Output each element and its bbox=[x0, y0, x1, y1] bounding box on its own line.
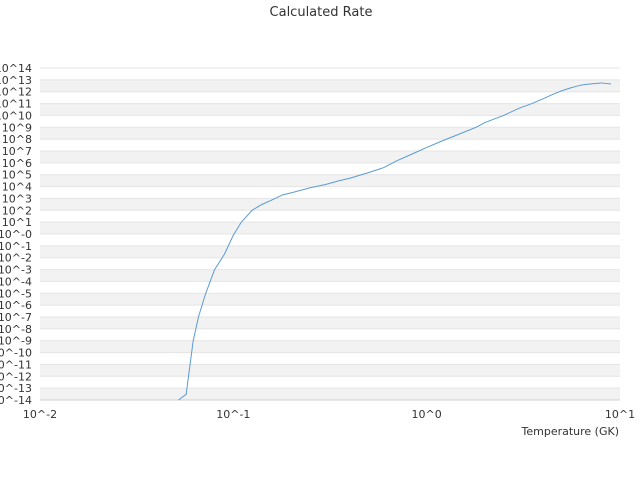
grid-band bbox=[40, 151, 620, 163]
y-tick-label: 10^-7 bbox=[0, 311, 32, 324]
grid-band bbox=[40, 364, 620, 377]
y-tick-label: 10^-11 bbox=[0, 358, 32, 371]
y-tick-label: 10^11 bbox=[0, 98, 32, 111]
grid-band bbox=[40, 103, 620, 116]
series-line bbox=[178, 82, 612, 401]
y-tick-label: 10^-14 bbox=[0, 394, 32, 407]
y-tick-label: 10^-0 bbox=[0, 228, 32, 241]
y-tick-label: 10^1 bbox=[2, 216, 32, 229]
y-tick-label: 10^-5 bbox=[0, 287, 32, 300]
y-tick-label: 10^3 bbox=[2, 192, 32, 205]
grid-band bbox=[40, 174, 620, 187]
grid-band bbox=[40, 293, 620, 306]
y-tick-label: 10^5 bbox=[2, 169, 32, 182]
x-tick-label: 10^1 bbox=[605, 408, 635, 421]
y-tick-label: 10^-1 bbox=[0, 240, 32, 253]
y-tick-label: 10^-6 bbox=[0, 299, 32, 312]
grid-band bbox=[40, 79, 620, 92]
y-tick-label: 10^-10 bbox=[0, 347, 32, 360]
x-tick-labels: 10^-2 10^-1 10^0 10^1 bbox=[23, 408, 635, 421]
grid-bands bbox=[40, 79, 620, 400]
y-tick-label: 10^2 bbox=[2, 204, 32, 217]
y-tick-label: 10^-12 bbox=[0, 370, 32, 383]
grid-band bbox=[40, 245, 620, 258]
x-axis-label: Temperature (GK) bbox=[521, 425, 620, 438]
y-tick-label: 10^6 bbox=[2, 157, 32, 170]
x-tick-label: 10^0 bbox=[412, 408, 442, 421]
grid-band bbox=[40, 222, 620, 234]
y-tick-label: 10^4 bbox=[2, 181, 32, 194]
grid-band bbox=[40, 388, 620, 400]
chart-title: Calculated Rate bbox=[270, 5, 373, 20]
grid-band bbox=[40, 269, 620, 282]
y-tick-label: 10^10 bbox=[0, 109, 32, 122]
y-tick-label: 10^-3 bbox=[0, 264, 32, 277]
grid-band bbox=[40, 317, 620, 329]
y-tick-label: 10^12 bbox=[0, 86, 32, 99]
y-tick-label: 10^-4 bbox=[0, 275, 32, 288]
y-tick-label: 10^8 bbox=[2, 133, 32, 146]
x-tick-label: 10^-2 bbox=[23, 408, 57, 421]
y-tick-label: 10^14 bbox=[0, 62, 32, 75]
y-tick-label: 10^13 bbox=[0, 74, 32, 87]
y-tick-label: 10^-9 bbox=[0, 335, 32, 348]
y-tick-label: 10^9 bbox=[2, 121, 32, 134]
grid-band bbox=[40, 198, 620, 211]
y-tick-label: 10^-8 bbox=[0, 323, 32, 336]
x-tick-label: 10^-1 bbox=[216, 408, 250, 421]
y-tick-label: 10^-2 bbox=[0, 252, 32, 265]
grid-band bbox=[40, 340, 620, 353]
grid-lines bbox=[40, 67, 620, 401]
y-tick-label: 10^-13 bbox=[0, 382, 32, 395]
y-tick-labels: 10^-1410^-1310^-1210^-1110^-1010^-910^-8… bbox=[0, 62, 32, 407]
grid-band bbox=[40, 127, 620, 140]
y-tick-label: 10^7 bbox=[2, 145, 32, 158]
